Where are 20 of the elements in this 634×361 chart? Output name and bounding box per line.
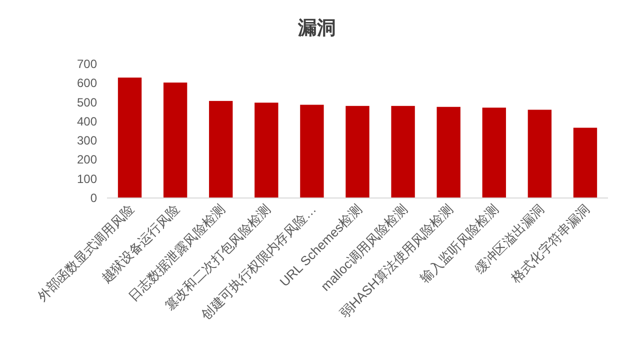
bar	[118, 78, 142, 198]
bar	[436, 106, 460, 198]
y-tick-label: 600	[76, 76, 98, 90]
bar	[482, 108, 506, 198]
y-tick-label: 300	[76, 134, 98, 148]
y-tick-label: 700	[76, 57, 98, 71]
bar	[254, 102, 278, 198]
bar	[163, 82, 188, 198]
bar	[346, 106, 370, 198]
y-tick-label: 100	[76, 172, 98, 186]
bar	[300, 104, 324, 198]
y-tick-label: 0	[90, 191, 98, 205]
y-tick-label: 400	[76, 114, 98, 128]
y-tick-label: 500	[76, 95, 98, 110]
bar	[209, 100, 233, 198]
bar	[528, 110, 552, 198]
y-tick-label: 200	[76, 152, 98, 167]
bar	[573, 128, 598, 198]
bar	[391, 106, 415, 198]
chart-title: 漏洞	[297, 18, 336, 39]
